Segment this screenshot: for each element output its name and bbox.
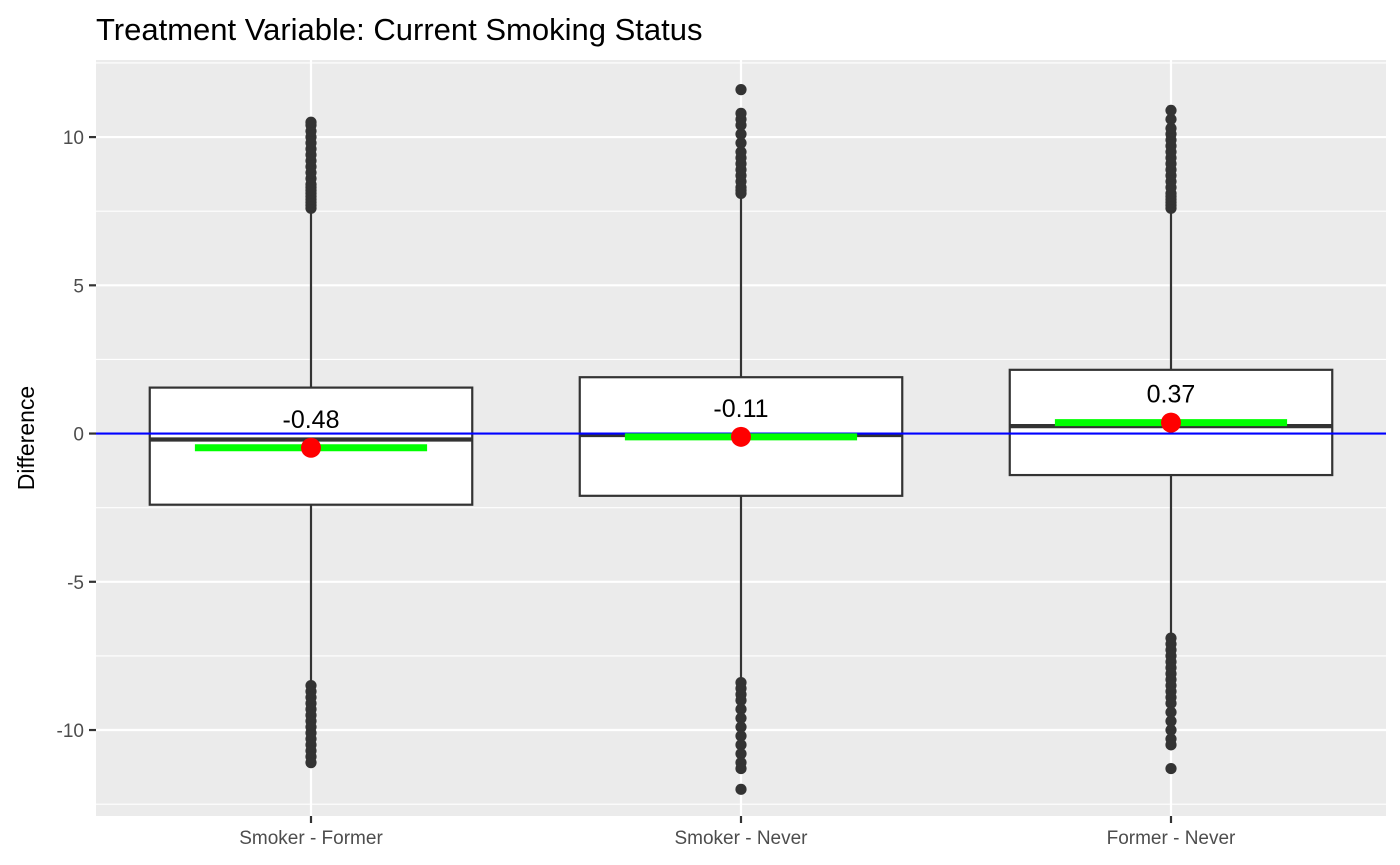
y-tick-label: -5 [67, 573, 84, 594]
x-tick-label: Former - Never [1107, 828, 1236, 849]
outlier-point [305, 116, 317, 128]
outlier-point [1165, 762, 1177, 775]
mean-point [731, 426, 751, 447]
outlier-point [1165, 113, 1177, 125]
mean-label: -0.48 [283, 406, 340, 434]
x-tick-label: Smoker - Never [674, 828, 808, 849]
mean-point [301, 437, 321, 458]
outlier-point [1165, 706, 1177, 718]
outlier-point [735, 137, 747, 149]
y-tick-label: -10 [57, 721, 84, 742]
outlier-point [1165, 724, 1177, 736]
y-axis: 10 5 0 -5 -10 [57, 128, 96, 742]
outlier-point [735, 694, 747, 706]
outlier-point [735, 128, 747, 140]
outlier-point [735, 721, 747, 733]
outlier-point [735, 703, 747, 715]
outlier-point [1165, 104, 1177, 116]
mean-point [1161, 412, 1181, 433]
x-axis: Smoker - Former Smoker - Never Former - Ne… [239, 816, 1236, 849]
outlier-point [1165, 122, 1177, 134]
outlier-point [1165, 697, 1177, 709]
outlier-point [735, 146, 747, 158]
outlier-point [305, 757, 317, 769]
y-tick-label: 0 [73, 425, 84, 446]
mean-label: -0.11 [713, 395, 768, 423]
outlier-point [735, 84, 747, 96]
outlier-point [735, 739, 747, 751]
outlier-point [735, 748, 747, 760]
mean-label: 0.37 [1147, 381, 1196, 409]
x-tick-label: Smoker - Former [239, 828, 383, 849]
y-tick-label: 5 [73, 276, 84, 297]
outlier-point [735, 107, 747, 119]
outlier-point [735, 712, 747, 724]
outlier-point [735, 762, 747, 775]
outlier-point [1165, 739, 1177, 751]
outlier-point [735, 730, 747, 742]
y-tick-label: 10 [63, 128, 84, 149]
mean-layer: -0.48 -0.11 0.37 [194, 381, 1288, 458]
outlier-point [1165, 715, 1177, 727]
chart-title: Treatment Variable: Current Smoking Stat… [96, 12, 702, 47]
outlier-point [735, 783, 747, 795]
y-axis-title: Difference [13, 386, 39, 490]
